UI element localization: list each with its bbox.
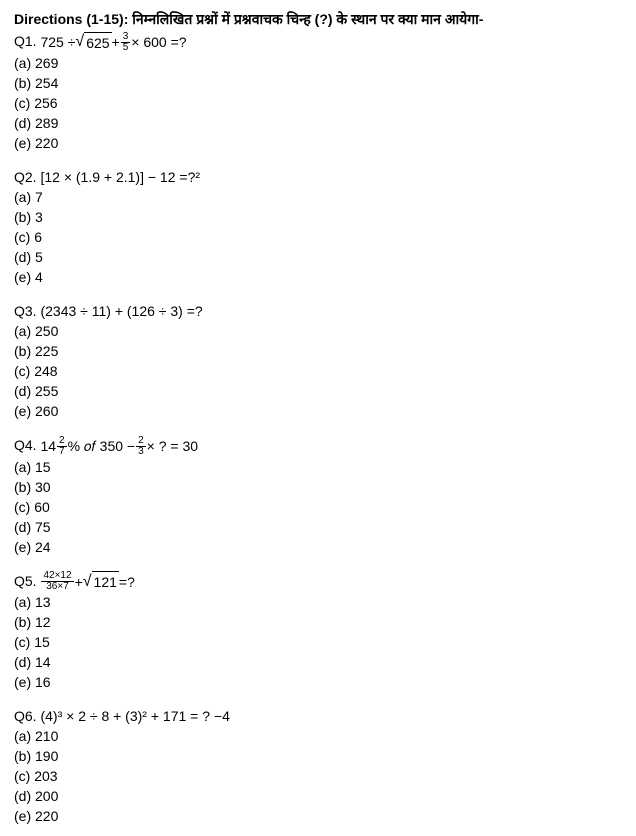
question-3: Q3. (2343 ÷ 11) + (126 ÷ 3) =? (a) 250 (… (14, 301, 622, 421)
option-a: (a) 250 (14, 321, 622, 341)
directions-text: निम्नलिखित प्रश्नों में प्रश्नवाचक चिन्ह… (132, 11, 483, 27)
q4-tail: × ? = 30 (147, 436, 198, 456)
q4-expression: Q4. 14 2 7 % 𝑜𝑓 350 − 2 3 × ? = 30 (14, 435, 622, 457)
option-e: (e) 220 (14, 133, 622, 153)
q4-whole1: 14 (40, 436, 56, 456)
q1-expression: Q1. 725 ÷ √625 + 3 5 × 600 =? (14, 31, 622, 53)
option-c: (c) 256 (14, 93, 622, 113)
q2-options: (a) 7 (b) 3 (c) 6 (d) 5 (e) 4 (14, 187, 622, 287)
option-a: (a) 7 (14, 187, 622, 207)
fraction: 2 7 (57, 436, 67, 457)
q4-mid: % 𝑜𝑓 350 − (68, 436, 135, 456)
q4-options: (a) 15 (b) 30 (c) 60 (d) 75 (e) 24 (14, 457, 622, 557)
option-d: (d) 289 (14, 113, 622, 133)
q1-p3: × 600 =? (131, 32, 186, 52)
option-e: (e) 24 (14, 537, 622, 557)
option-b: (b) 12 (14, 612, 622, 632)
q3-options: (a) 250 (b) 225 (c) 248 (d) 255 (e) 260 (14, 321, 622, 421)
question-1: Q1. 725 ÷ √625 + 3 5 × 600 =? (a) 269 (b… (14, 31, 622, 153)
option-e: (e) 16 (14, 672, 622, 692)
q3-expression: Q3. (2343 ÷ 11) + (126 ÷ 3) =? (14, 301, 622, 321)
option-b: (b) 254 (14, 73, 622, 93)
q5-tail: =? (119, 572, 135, 592)
q6-full: (4)³ × 2 ÷ 8 + (3)² + 171 = ? −4 (40, 708, 229, 724)
option-a: (a) 210 (14, 726, 622, 746)
directions-label: Directions (1-15): (14, 11, 128, 27)
q1-id: Q1. (14, 33, 37, 49)
q5-id: Q5. (14, 573, 37, 589)
fraction: 2 3 (136, 436, 146, 457)
q3-full: (2343 ÷ 11) + (126 ÷ 3) =? (40, 303, 202, 319)
option-d: (d) 200 (14, 786, 622, 806)
option-a: (a) 15 (14, 457, 622, 477)
q6-options: (a) 210 (b) 190 (c) 203 (d) 200 (e) 220 (14, 726, 622, 826)
sqrt-icon: √121 (83, 571, 119, 592)
fraction: 42×12 36×7 (41, 571, 73, 592)
q6-id: Q6. (14, 708, 37, 724)
option-d: (d) 75 (14, 517, 622, 537)
question-2: Q2. [12 × (1.9 + 2.1)] − 12 =?² (a) 7 (b… (14, 167, 622, 287)
q5-options: (a) 13 (b) 12 (c) 15 (d) 14 (e) 16 (14, 592, 622, 692)
question-5: Q5. 42×12 36×7 + √121 =? (a) 13 (b) 12 (… (14, 571, 622, 693)
option-c: (c) 203 (14, 766, 622, 786)
option-e: (e) 220 (14, 806, 622, 826)
option-a: (a) 269 (14, 53, 622, 73)
option-a: (a) 13 (14, 592, 622, 612)
option-b: (b) 190 (14, 746, 622, 766)
q2-full: [12 × (1.9 + 2.1)] − 12 =?² (40, 169, 200, 185)
question-6: Q6. (4)³ × 2 ÷ 8 + (3)² + 171 = ? −4 (a)… (14, 706, 622, 826)
sqrt-icon: √625 (75, 32, 111, 53)
option-d: (d) 5 (14, 247, 622, 267)
fraction: 3 5 (121, 32, 131, 53)
option-e: (e) 4 (14, 267, 622, 287)
q1-p1: 725 ÷ (40, 32, 75, 52)
option-b: (b) 225 (14, 341, 622, 361)
q6-expression: Q6. (4)³ × 2 ÷ 8 + (3)² + 171 = ? −4 (14, 706, 622, 726)
q5-mid: + (75, 572, 83, 592)
option-e: (e) 260 (14, 401, 622, 421)
option-b: (b) 30 (14, 477, 622, 497)
q2-id: Q2. (14, 169, 37, 185)
option-d: (d) 14 (14, 652, 622, 672)
q1-p2: + (112, 32, 120, 52)
q2-expression: Q2. [12 × (1.9 + 2.1)] − 12 =?² (14, 167, 622, 187)
option-d: (d) 255 (14, 381, 622, 401)
option-b: (b) 3 (14, 207, 622, 227)
directions-line: Directions (1-15): निम्नलिखित प्रश्नों म… (14, 10, 622, 29)
option-c: (c) 248 (14, 361, 622, 381)
option-c: (c) 60 (14, 497, 622, 517)
q4-id: Q4. (14, 437, 37, 453)
q5-expression: Q5. 42×12 36×7 + √121 =? (14, 571, 622, 593)
q1-options: (a) 269 (b) 254 (c) 256 (d) 289 (e) 220 (14, 53, 622, 153)
option-c: (c) 6 (14, 227, 622, 247)
option-c: (c) 15 (14, 632, 622, 652)
q3-id: Q3. (14, 303, 37, 319)
question-4: Q4. 14 2 7 % 𝑜𝑓 350 − 2 3 × ? = 30 (a) 1… (14, 435, 622, 557)
